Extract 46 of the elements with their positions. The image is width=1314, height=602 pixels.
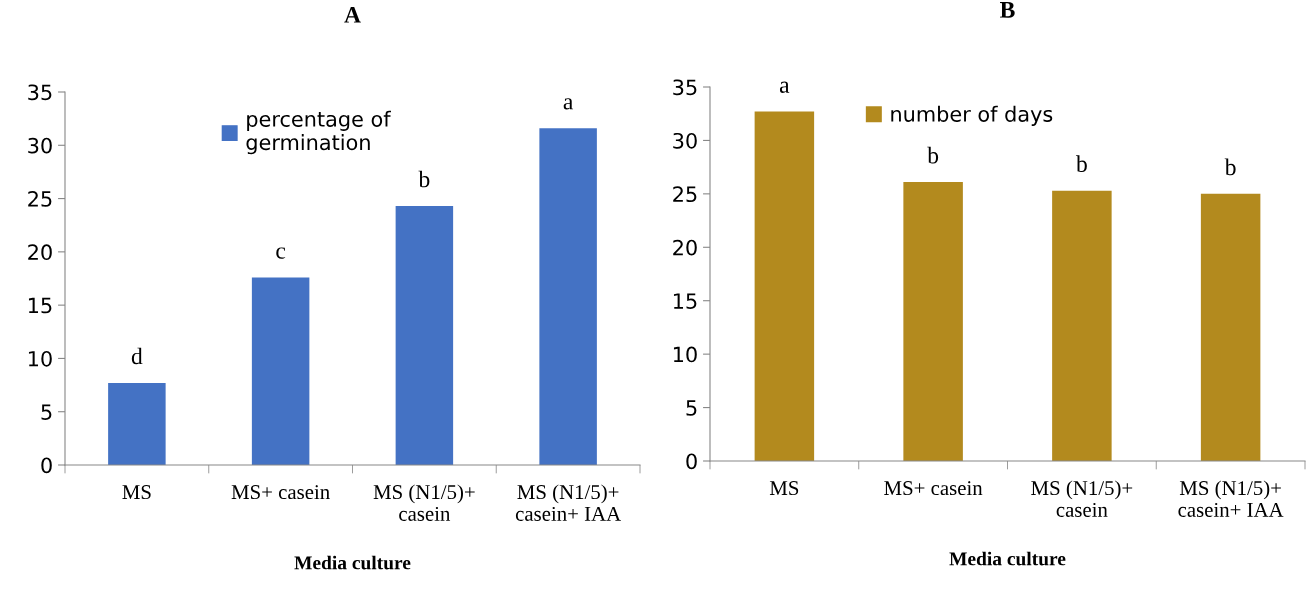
x-tick-label: MS+ casein: [231, 485, 330, 500]
annotation: a: [563, 98, 574, 110]
y-tick-label: 30: [673, 132, 697, 149]
bar: [903, 182, 963, 461]
y-tick-label: 15: [673, 293, 697, 309]
y-tick-label: 25: [673, 186, 697, 203]
y-tick-label: 5: [41, 404, 52, 420]
annotation: b: [1075, 155, 1087, 172]
x-tick-label: MS: [769, 481, 799, 496]
legend-label: number of days: [891, 105, 1053, 126]
y-tick-label: 15: [28, 297, 52, 314]
x-tick-label: MS (N1/5)+ casein+ IAA: [515, 484, 621, 521]
y-tick-label: 5: [686, 400, 697, 416]
x-axis-title: Media culture: [949, 551, 1066, 566]
x-tick-label: MS+ casein: [884, 481, 983, 496]
y-tick-label: 25: [28, 191, 52, 207]
annotation: b: [927, 146, 939, 164]
bar: [251, 277, 310, 465]
annotation: b: [1224, 158, 1236, 176]
annotation: a: [779, 81, 790, 93]
x-axis-title: Media culture: [294, 555, 411, 570]
legend-label: percentage of germination: [246, 110, 391, 155]
annotation: c: [276, 247, 286, 259]
y-tick-label: 10: [28, 350, 52, 367]
bar: [395, 206, 454, 465]
y-tick-label: 30: [28, 137, 52, 154]
y-tick-label: 35: [28, 84, 52, 101]
x-tick-label: MS (N1/5)+ casein: [373, 484, 475, 521]
y-tick-label: 10: [673, 346, 697, 363]
bar: [539, 128, 597, 465]
bar: [754, 111, 815, 461]
bar: [1200, 193, 1261, 461]
y-tick-label: 0: [686, 453, 697, 470]
chart-title: A: [344, 6, 361, 23]
annotation: b: [418, 170, 430, 188]
chart-title: B: [1000, 2, 1015, 18]
y-tick-label: 0: [41, 457, 52, 474]
x-tick-label: MS (N1/5)+ casein: [1031, 480, 1133, 517]
y-tick-label: 20: [673, 239, 697, 256]
y-tick-label: 20: [28, 244, 52, 261]
bar: [108, 382, 166, 465]
x-tick-label: MS: [122, 485, 151, 500]
x-tick-label: MS (N1/5)+ casein+ IAA: [1178, 480, 1284, 517]
annotation: d: [131, 347, 143, 365]
bar: [1052, 190, 1112, 461]
y-tick-label: 35: [673, 79, 697, 96]
